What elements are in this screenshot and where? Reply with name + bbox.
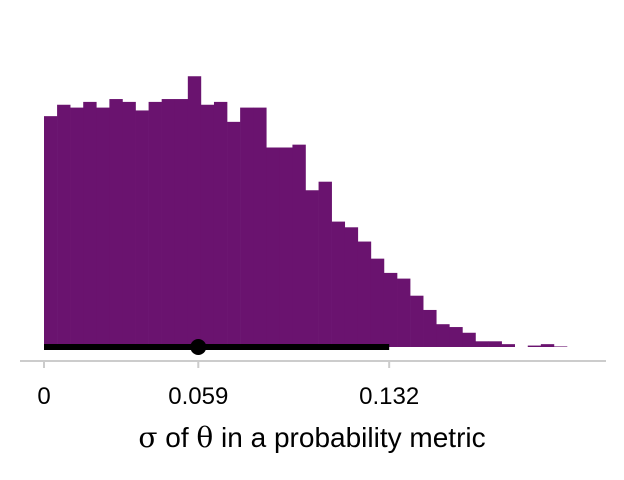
histogram-bars: [44, 76, 568, 348]
x-axis-title-part: of: [158, 422, 197, 453]
histogram-bar: [383, 272, 398, 347]
histogram-bar: [410, 295, 424, 347]
histogram-bar: [187, 76, 202, 347]
histogram-bar: [83, 101, 97, 348]
histogram-bar: [475, 341, 489, 347]
histogram-bar: [148, 101, 162, 348]
histogram-bar: [436, 324, 450, 347]
histogram-bar: [227, 121, 241, 347]
histogram-bar: [279, 147, 293, 347]
histogram-bar: [370, 258, 385, 347]
histogram-bar: [122, 101, 136, 348]
histogram-bar: [540, 344, 555, 347]
x-axis-title-part: θ: [196, 421, 213, 454]
histogram-bar: [397, 278, 411, 347]
histogram-bar: [213, 101, 228, 348]
histogram-bar: [305, 190, 319, 347]
histogram-bar: [109, 99, 123, 347]
histogram-bar: [553, 346, 568, 347]
histogram-bar: [501, 344, 515, 347]
histogram-bar: [344, 227, 359, 347]
x-axis-title: σ of θ in a probability metric: [138, 421, 485, 454]
histogram-bar: [357, 241, 372, 347]
x-tick-label: 0.059: [168, 383, 228, 410]
histogram-bar: [488, 341, 502, 347]
histogram-bar: [70, 107, 84, 347]
histogram-bar: [449, 327, 463, 347]
histogram-bar: [57, 104, 71, 347]
histogram-bar: [318, 181, 332, 347]
x-axis-ticks: 0 0.059 0.132: [37, 361, 419, 410]
histogram-bar: [527, 345, 542, 347]
histogram-bar: [423, 309, 437, 347]
credible-interval: [44, 339, 390, 355]
x-tick-label: 0.132: [359, 383, 419, 410]
histogram-bar: [240, 107, 254, 347]
histogram-bar: [266, 147, 280, 347]
histogram-bar: [331, 221, 346, 347]
histogram-bar: [135, 110, 149, 347]
histogram-bar: [292, 144, 306, 347]
histogram-bar: [96, 107, 110, 347]
point-estimate-dot: [190, 339, 207, 355]
histogram-bar: [462, 332, 476, 347]
histogram-bar: [161, 99, 176, 347]
histogram-bar: [174, 99, 189, 347]
histogram-bar: [200, 104, 215, 347]
x-axis-title-part: σ: [138, 421, 157, 454]
histogram-bar: [253, 107, 267, 347]
histogram-bar: [44, 116, 58, 348]
x-axis-title-part: in a probability metric: [213, 422, 485, 453]
x-tick-label: 0: [37, 383, 50, 410]
